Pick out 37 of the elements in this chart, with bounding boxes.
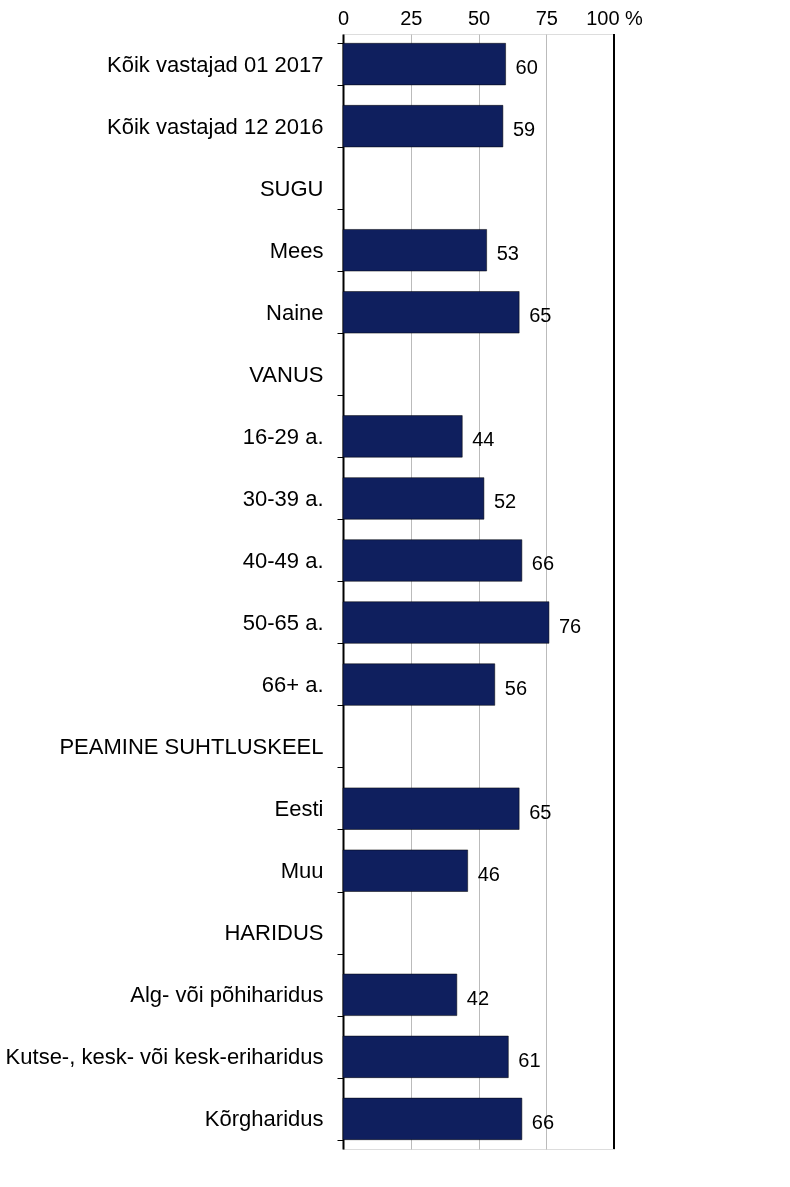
y-tick-label: Naine — [266, 299, 324, 325]
data-label: 59 — [512, 118, 536, 141]
data-label: 44 — [472, 428, 495, 451]
x-tick-label: 75 — [535, 6, 558, 29]
y-tick-label: 50-65 a. — [242, 610, 324, 636]
x-tick-label: 50 — [467, 6, 491, 29]
x-tick-label: 100 % — [586, 6, 644, 29]
y-tick-label: Eesti — [274, 796, 324, 822]
y-tick-label: Kõik vastajad 12 2016 — [107, 113, 324, 139]
y-tick-label: 16-29 a. — [242, 423, 324, 449]
data-label: 61 — [518, 1048, 541, 1071]
data-label: 52 — [493, 490, 517, 513]
data-label: 42 — [466, 986, 490, 1009]
y-tick-label: Muu — [280, 858, 324, 884]
data-label: 65 — [529, 304, 552, 327]
data-label: 53 — [496, 242, 519, 265]
y-tick-label: Kutse-, kesk- või kesk-eriharidus — [5, 1044, 324, 1070]
data-label: 60 — [515, 56, 538, 79]
x-tick-label: 25 — [400, 6, 423, 29]
data-label: 76 — [558, 614, 582, 637]
x-tick-label: 0 — [337, 6, 350, 29]
y-tick-label: 66+ a. — [261, 672, 324, 698]
data-label: 46 — [477, 862, 500, 885]
y-tick-label: VANUS — [249, 361, 324, 387]
y-tick-label: Alg- või põhiharidus — [130, 982, 324, 1008]
data-label: 65 — [529, 800, 552, 823]
y-tick-label: Kõik vastajad 01 2017 — [107, 51, 324, 77]
y-tick-label: 30-39 a. — [242, 485, 324, 511]
data-label: 66 — [531, 1110, 555, 1133]
y-tick-label: HARIDUS — [224, 920, 324, 946]
data-label: 66 — [531, 552, 555, 575]
data-label: 56 — [504, 676, 528, 699]
y-tick-label: 40-49 a. — [242, 547, 324, 573]
y-tick-label: Kõrgharidus — [204, 1106, 324, 1132]
y-tick-label: SUGU — [259, 175, 324, 201]
y-tick-label: PEAMINE SUHTLUSKEEL — [59, 734, 324, 760]
y-tick-label: Mees — [269, 237, 324, 263]
